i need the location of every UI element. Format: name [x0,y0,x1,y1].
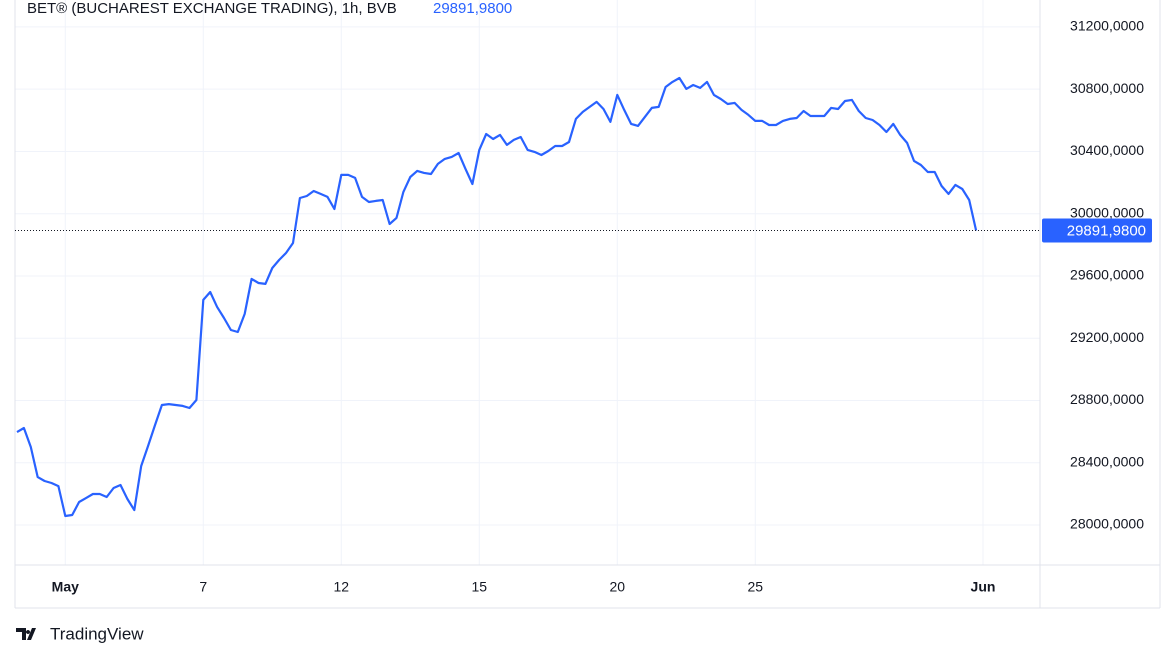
plot-layer [15,76,1040,518]
y-tick-label: 28800,0000 [1070,391,1144,407]
x-tick-label: 12 [334,579,350,595]
brand-logo [16,628,36,640]
y-tick-label: 30400,0000 [1070,142,1144,158]
header-last-price: 29891,9800 [433,0,512,17]
y-tick-label: 30000,0000 [1070,204,1144,220]
grid-layer [15,0,1040,565]
y-tick-label: 28400,0000 [1070,453,1144,469]
last-price-label: 29891,9800 [1067,222,1146,239]
last-price-tag [1042,218,1152,243]
y-tick-label: 31200,0000 [1070,18,1144,34]
chart-title: BET® (BUCHAREST EXCHANGE TRADING), 1h, B… [27,0,397,17]
x-tick-label: 7 [199,579,207,595]
price-line [16,76,978,518]
x-tick-label: Jun [971,579,996,595]
y-tick-label: 29200,0000 [1070,329,1144,345]
logo-mark [16,628,36,640]
x-tick-label: 20 [610,579,626,595]
x-tick-label: 15 [472,579,488,595]
y-tick-label: 28000,0000 [1070,516,1144,532]
y-tick-label: 30800,0000 [1070,80,1144,96]
x-tick-label: 25 [748,579,764,595]
brand-name: TradingView [50,624,144,643]
x-tick-label: May [52,579,79,595]
y-tick-label: 29600,0000 [1070,267,1144,283]
